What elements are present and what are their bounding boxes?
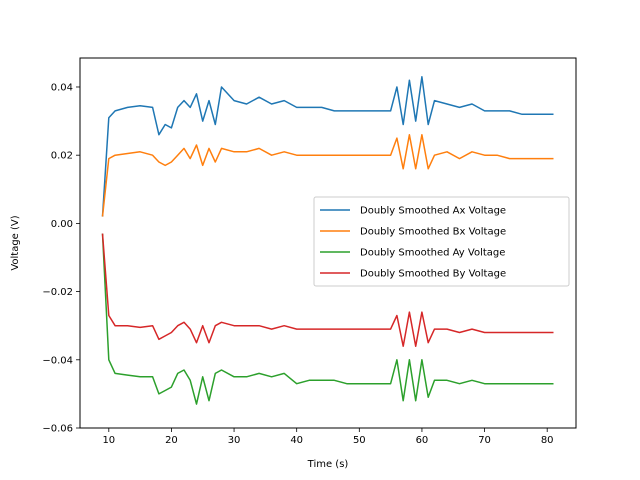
series-line-2 <box>101 133 554 217</box>
y-axis: −0.06 −0.04 −0.02 0.00 0.02 0.04 <box>42 82 80 435</box>
legend-label-4: Doubly Smoothed By Voltage <box>360 269 506 280</box>
y-tick-label: −0.06 <box>42 424 73 435</box>
series-line-3 <box>101 233 554 405</box>
y-tick-label: −0.04 <box>42 355 73 366</box>
x-tick-label: 60 <box>416 435 429 446</box>
y-tick-label: 0.02 <box>51 151 73 162</box>
x-tick-label: 70 <box>478 435 491 446</box>
y-tick-label: 0.00 <box>51 219 73 230</box>
y-tick-label: −0.02 <box>42 287 73 298</box>
x-tick-label: 10 <box>102 435 115 446</box>
x-tick-label: 20 <box>165 435 178 446</box>
x-tick-label: 30 <box>228 435 241 446</box>
x-tick-label: 50 <box>353 435 366 446</box>
plot-frame <box>79 57 577 429</box>
series-lines <box>101 76 554 405</box>
legend: Doubly Smoothed Ax Voltage Doubly Smoothe… <box>313 196 570 287</box>
x-axis-label: Time (s) <box>307 459 349 470</box>
x-tick-label: 40 <box>290 435 303 446</box>
series-line-1 <box>101 76 554 217</box>
x-tick-label: 80 <box>541 435 554 446</box>
legend-label-2: Doubly Smoothed Bx Voltage <box>360 227 506 238</box>
legend-label-3: Doubly Smoothed Ay Voltage <box>360 248 505 259</box>
x-axis: 10 20 30 40 50 60 70 80 <box>102 428 554 446</box>
series-line-4 <box>101 233 554 347</box>
legend-box <box>313 196 570 287</box>
y-tick-label: 0.04 <box>51 82 73 93</box>
y-axis-label: Voltage (V) <box>10 215 21 270</box>
legend-label-1: Doubly Smoothed Ax Voltage <box>360 206 506 217</box>
